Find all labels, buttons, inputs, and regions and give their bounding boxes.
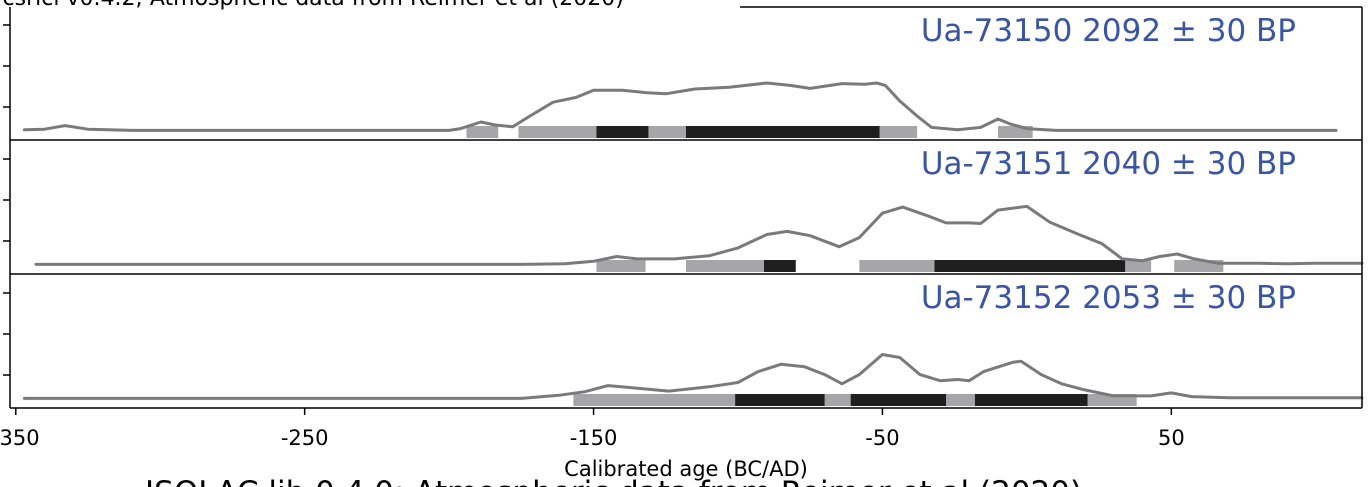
sample-label: Ua-73152 2053 ± 30 BP <box>921 280 1296 316</box>
footer-text: ISOLAC lib 0.4.0; Atmospheric data from … <box>145 475 1082 487</box>
range-bar-dark <box>735 394 825 406</box>
x-tick-label: 50 <box>1158 426 1185 450</box>
range-bar-dark <box>974 394 1088 406</box>
probability-curve <box>22 81 1338 132</box>
x-axis-label: Calibrated age (BC/AD) <box>564 457 808 481</box>
range-bar-light <box>879 126 918 138</box>
x-tick-label: -250 <box>281 426 329 450</box>
range-bar-light <box>518 126 597 138</box>
range-bar-dark <box>764 260 796 272</box>
sample-label: Ua-73150 2092 ± 30 BP <box>921 13 1296 49</box>
sample-label: Ua-73151 2040 ± 30 BP <box>921 146 1296 182</box>
header-text: rcsrlcl v0.4.2; Atmospheric data from Re… <box>0 0 624 11</box>
x-tick-label: -50 <box>865 426 899 450</box>
range-bar-dark <box>686 126 880 138</box>
x-tick-label: -350 <box>0 426 40 450</box>
range-bar-light <box>596 260 646 272</box>
probability-curve <box>34 204 1364 266</box>
range-bar-dark <box>596 126 649 138</box>
range-bar-dark <box>934 260 1126 272</box>
range-bar-dark <box>850 394 946 406</box>
range-bar-light <box>946 394 975 406</box>
range-bar-light <box>859 260 935 272</box>
range-bar-light <box>824 394 851 406</box>
probability-curve <box>22 353 1364 400</box>
range-bar-light <box>648 126 686 138</box>
range-bar-light <box>466 126 499 138</box>
range-bar-light <box>686 260 764 272</box>
x-tick-label: -150 <box>570 426 618 450</box>
range-bar-light <box>573 394 736 406</box>
